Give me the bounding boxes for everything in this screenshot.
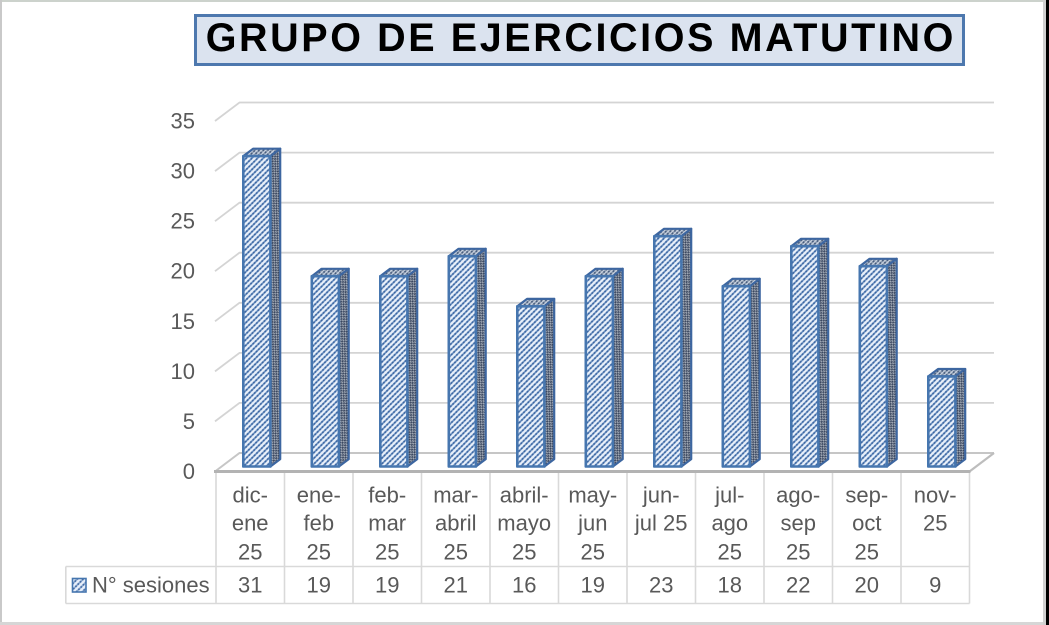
svg-text:35: 35 <box>171 109 195 134</box>
svg-text:25: 25 <box>375 540 399 565</box>
svg-text:ago-: ago- <box>776 483 820 508</box>
svg-text:22: 22 <box>786 573 810 598</box>
svg-text:25: 25 <box>444 540 468 565</box>
svg-text:10: 10 <box>171 359 195 384</box>
svg-text:feb-: feb- <box>368 483 406 508</box>
svg-text:23: 23 <box>649 573 673 598</box>
svg-text:25: 25 <box>581 540 605 565</box>
svg-text:25: 25 <box>923 511 947 536</box>
svg-text:9: 9 <box>929 573 941 598</box>
svg-text:nov-: nov- <box>914 483 957 508</box>
svg-text:N° sesiones: N° sesiones <box>92 573 210 598</box>
svg-text:abril-: abril- <box>500 483 549 508</box>
svg-text:25: 25 <box>855 540 879 565</box>
svg-text:25: 25 <box>307 540 331 565</box>
svg-text:dic-: dic- <box>232 483 267 508</box>
svg-text:20: 20 <box>171 259 195 284</box>
svg-text:18: 18 <box>718 573 742 598</box>
svg-text:may-: may- <box>568 483 617 508</box>
svg-text:mar-: mar- <box>433 483 478 508</box>
svg-text:25: 25 <box>171 209 195 234</box>
svg-text:20: 20 <box>855 573 879 598</box>
svg-text:oct: oct <box>852 511 881 536</box>
svg-text:19: 19 <box>307 573 331 598</box>
svg-text:sep-: sep- <box>845 483 888 508</box>
svg-text:25: 25 <box>512 540 536 565</box>
svg-text:jul 25: jul 25 <box>634 511 688 536</box>
svg-text:jul-: jul- <box>714 483 744 508</box>
svg-text:jun-: jun- <box>642 483 680 508</box>
svg-text:25: 25 <box>718 540 742 565</box>
svg-text:25: 25 <box>238 540 262 565</box>
svg-text:ene: ene <box>232 511 269 536</box>
svg-text:0: 0 <box>183 459 195 484</box>
svg-text:sep: sep <box>780 511 815 536</box>
svg-text:ene-: ene- <box>297 483 341 508</box>
svg-text:19: 19 <box>581 573 605 598</box>
svg-text:16: 16 <box>512 573 536 598</box>
svg-text:25: 25 <box>786 540 810 565</box>
svg-text:15: 15 <box>171 309 195 334</box>
svg-text:abril: abril <box>435 511 477 536</box>
svg-text:ago: ago <box>711 511 748 536</box>
svg-text:mar: mar <box>368 511 406 536</box>
svg-text:5: 5 <box>183 409 195 434</box>
svg-text:mayo: mayo <box>497 511 551 536</box>
svg-text:21: 21 <box>444 573 468 598</box>
svg-text:30: 30 <box>171 159 195 184</box>
svg-text:19: 19 <box>375 573 399 598</box>
svg-text:feb: feb <box>304 511 335 536</box>
svg-text:jun: jun <box>577 511 607 536</box>
svg-text:31: 31 <box>238 573 262 598</box>
